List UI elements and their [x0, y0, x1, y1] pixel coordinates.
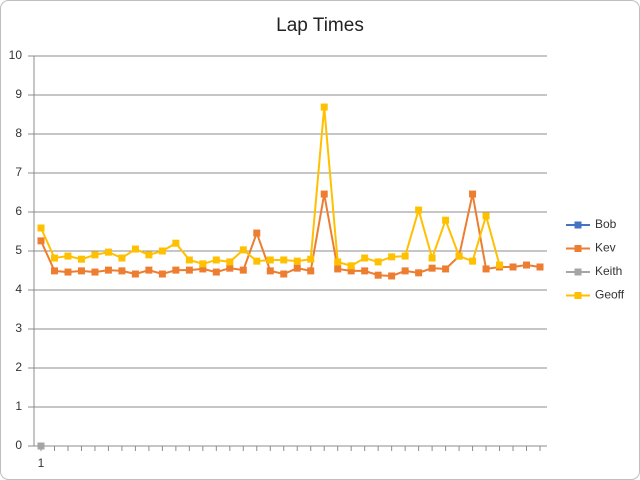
- point: [361, 254, 369, 262]
- point: [37, 442, 45, 450]
- point: [145, 251, 153, 259]
- point: [415, 206, 423, 214]
- point: [280, 270, 288, 278]
- point: [91, 251, 99, 259]
- y-tick-label: 5: [15, 243, 22, 257]
- point: [280, 256, 288, 264]
- point: [428, 264, 436, 272]
- point: [131, 270, 139, 278]
- point: [158, 247, 166, 255]
- point: [388, 272, 396, 280]
- y-tick-label: 9: [15, 87, 22, 101]
- chart-title: Lap Times: [276, 15, 364, 36]
- point: [320, 190, 328, 198]
- point: [266, 256, 274, 264]
- point: [199, 265, 207, 273]
- point: [50, 254, 58, 262]
- point: [64, 252, 72, 260]
- point: [307, 267, 315, 275]
- point: [482, 265, 490, 273]
- point: [347, 267, 355, 275]
- point: [523, 261, 531, 269]
- point: [185, 256, 193, 264]
- legend-marker: [574, 268, 582, 276]
- y-tick-label: 6: [15, 204, 22, 218]
- legend-label: Bob: [595, 217, 617, 231]
- point: [118, 267, 126, 275]
- point: [307, 255, 315, 263]
- legend-label: Kev: [595, 241, 616, 255]
- point: [293, 257, 301, 265]
- point: [185, 266, 193, 274]
- point: [104, 266, 112, 274]
- point: [212, 268, 220, 276]
- point: [226, 264, 234, 272]
- point: [415, 269, 423, 277]
- point: [388, 253, 396, 261]
- point: [239, 246, 247, 254]
- point: [469, 257, 477, 265]
- point: [239, 266, 247, 274]
- point: [509, 263, 517, 271]
- point: [172, 266, 180, 274]
- point: [37, 224, 45, 232]
- point: [212, 256, 220, 264]
- point: [118, 254, 126, 262]
- point: [226, 258, 234, 266]
- point: [104, 248, 112, 256]
- point: [131, 245, 139, 253]
- y-tick-label: 3: [15, 321, 22, 335]
- point: [266, 267, 274, 275]
- point: [172, 239, 180, 247]
- point: [334, 258, 342, 266]
- y-tick-label: 1: [15, 399, 22, 413]
- point: [428, 254, 436, 262]
- point: [293, 264, 301, 272]
- point: [64, 268, 72, 276]
- point: [401, 267, 409, 275]
- point: [253, 229, 261, 237]
- point: [199, 260, 207, 268]
- point: [77, 267, 85, 275]
- point: [158, 270, 166, 278]
- y-tick-label: 8: [15, 126, 22, 140]
- y-tick-label: 2: [15, 360, 22, 374]
- point: [536, 263, 544, 271]
- point: [482, 212, 490, 220]
- point: [320, 103, 328, 111]
- y-tick-label: 0: [15, 438, 22, 452]
- y-tick-label: 4: [15, 282, 22, 296]
- point: [442, 265, 450, 273]
- y-tick-label: 10: [9, 48, 23, 62]
- point: [374, 271, 382, 279]
- point: [50, 267, 58, 275]
- point: [361, 267, 369, 275]
- point: [253, 257, 261, 265]
- y-tick-label: 7: [15, 165, 22, 179]
- point: [469, 190, 477, 198]
- legend-label: Keith: [595, 264, 622, 278]
- legend-marker: [574, 221, 582, 229]
- point: [374, 258, 382, 266]
- point: [442, 216, 450, 224]
- legend-label: Geoff: [595, 288, 625, 302]
- legend-marker: [574, 245, 582, 252]
- x-tick-label: 1: [38, 456, 45, 470]
- point: [401, 252, 409, 260]
- point: [455, 252, 463, 260]
- point: [334, 265, 342, 273]
- point: [496, 261, 504, 269]
- point: [37, 237, 45, 245]
- point: [145, 266, 153, 274]
- point: [347, 262, 355, 270]
- point: [77, 255, 85, 263]
- legend-marker: [574, 292, 582, 299]
- point: [91, 268, 99, 276]
